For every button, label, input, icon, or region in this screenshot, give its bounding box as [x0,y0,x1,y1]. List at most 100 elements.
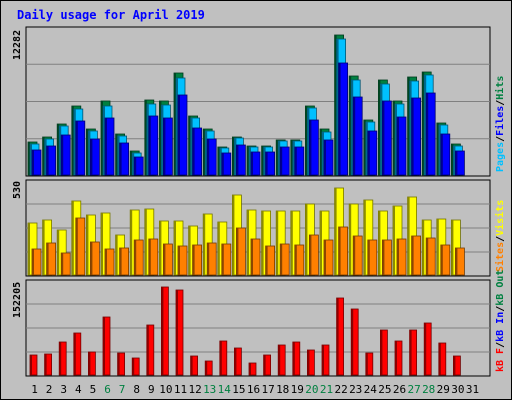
bar-shade-visits-day-2 [42,220,45,275]
bar-shade-hits-day-24 [363,120,366,175]
bar-shade-hits-day-7 [115,134,118,175]
bar-shade-sites-day-14 [221,244,224,275]
bar-shade-hits-day-2 [42,137,45,175]
bar-shade-kb-f-day-30 [453,356,456,375]
bar-shade-files-day-3 [59,126,62,175]
bar-shade-files-day-7 [117,136,120,175]
x-tick-label-25: 25 [378,383,391,396]
chart-title: Daily usage for April 2019 [17,8,205,22]
x-tick-label-27: 27 [407,383,420,396]
bar-shade-hits-day-16 [247,146,249,175]
bar-shade-visits-day-17 [261,211,264,275]
bar-shade-files-day-26 [395,104,397,175]
x-tick-label-20: 20 [305,383,318,396]
bar-shade-files-day-9 [146,104,149,175]
bar-shade-kb-f-day-14 [219,341,222,375]
bar-shade-files-day-4 [73,109,76,175]
bar-shade-pages-day-27 [411,98,414,175]
bar-shade-kb-f-day-10 [161,287,164,375]
legend-sites: Sites [494,242,506,272]
bar-shade-hits-day-20 [305,106,308,175]
bar-shade-kb-f-day-22 [336,298,339,375]
bar-shade-sites-day-20 [309,235,312,275]
bar-shade-visits-day-1 [28,223,30,275]
bar-shade-hits-day-11 [174,73,176,175]
bar-shade-visits-day-3 [57,230,60,275]
bar-shade-kb-f-day-9 [146,325,149,375]
x-tick-label-23: 23 [349,383,362,396]
bar-shade-hits-day-21 [320,129,322,175]
bar-shade-files-day-28 [424,75,427,175]
bar-shade-hits-day-23 [349,76,352,175]
bar-shade-pages-day-30 [455,151,458,175]
bar-shade-hits-day-25 [378,80,381,175]
bar-shade-kb-f-day-16 [249,363,251,375]
bar-shade-kb-f-day-4 [73,333,76,375]
bar-shade-pages-day-2 [46,146,49,175]
panel-top-side-legend: Pages/Files/Hits [494,76,506,172]
x-tick-label-14: 14 [218,383,232,396]
bar-shade-pages-day-5 [90,139,93,175]
bar-shade-hits-day-19 [290,140,293,175]
bar-shade-files-day-30 [453,146,456,175]
bar-shade-visits-day-10 [159,221,162,275]
panel-bottom-bars [29,286,461,376]
bar-shade-sites-day-11 [178,246,180,275]
bar-shade-kb-f-day-21 [322,345,324,375]
bar-shade-hits-day-1 [28,142,30,175]
bar-shade-hits-day-5 [86,129,89,175]
panel-middle-side-legend: Sites/Visits [494,200,506,272]
bar-shade-sites-day-21 [324,240,326,275]
bar-shade-files-day-18 [278,141,281,175]
bar-shade-hits-day-17 [261,146,264,175]
bar-shade-hits-day-28 [422,72,425,175]
bar-shade-sites-day-28 [426,238,429,275]
bar-shade-files-day-14 [219,148,222,175]
bar-shade-kb-f-day-17 [263,355,266,375]
bar-shade-hits-day-18 [276,140,279,175]
bar-shade-kb-f-day-20 [307,350,310,375]
x-tick-label-13: 13 [203,383,216,396]
bar-shade-files-day-17 [263,147,266,175]
bar-shade-hits-day-6 [101,101,103,175]
bar-shade-files-day-1 [30,144,32,175]
bar-shade-sites-day-30 [455,248,458,275]
x-tick-label-26: 26 [393,383,406,396]
bar-shade-sites-day-27 [411,236,414,275]
bar-shade-visits-day-5 [86,215,89,275]
legend-kb-f: kB F [495,348,506,372]
legend-hits: Hits [494,76,506,100]
bar-shade-pages-day-10 [163,118,166,175]
bar-shade-visits-day-27 [407,197,410,275]
bar-shade-pages-day-13 [207,139,210,175]
bar-shade-hits-day-4 [71,106,74,175]
x-tick-label-3: 3 [60,383,67,396]
bar-shade-pages-day-22 [338,63,341,175]
bar-shade-sites-day-9 [148,239,151,275]
bar-shade-hits-day-10 [159,101,162,175]
bar-shade-kb-f-day-18 [278,345,281,375]
bar-shade-files-day-10 [161,105,164,175]
bar-shade-kb-f-day-15 [234,348,237,375]
bar-shade-sites-day-13 [207,243,210,275]
x-tick-label-10: 10 [159,383,172,396]
bar-shade-hits-day-26 [393,101,395,175]
bar-shade-visits-day-16 [247,210,249,275]
x-tick-label-1: 1 [31,383,38,396]
bar-shade-hits-day-3 [57,124,60,175]
bar-shade-kb-f-day-24 [365,353,368,375]
bar-shade-hits-day-27 [407,77,410,175]
x-axis-day-labels: 1 2 3 4 5 6 7 8 9 10 11 12 13 14 15 16 17 18 19 20 21 22 23 24 2… [31,383,479,396]
bar-shade-files-day-23 [351,80,354,175]
bar-shade-visits-day-22 [334,188,337,275]
bar-shade-files-day-6 [103,106,105,175]
bar-shade-pages-day-12 [192,128,195,175]
bar-shade-visits-day-19 [290,211,293,275]
bar-shade-pages-day-11 [178,95,180,175]
bar-shade-pages-day-23 [353,97,356,175]
bar-shade-kb-f-day-3 [59,342,62,375]
bar-shade-kb-f-day-7 [117,353,120,375]
x-tick-label-30: 30 [451,383,464,396]
panel-bottom-max-label: 152205 [12,282,23,318]
bar-shade-pages-day-26 [397,117,399,175]
